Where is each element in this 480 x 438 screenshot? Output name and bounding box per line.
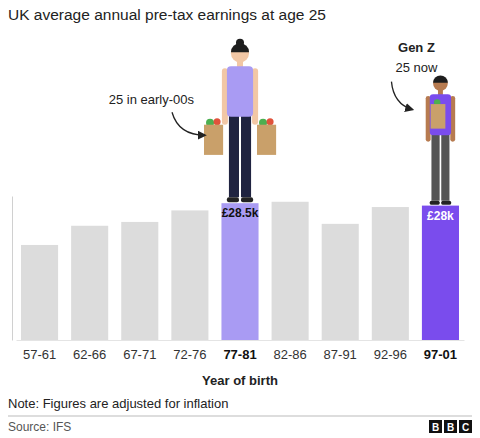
- x-tick: 77-81: [223, 347, 256, 362]
- note: Note: Figures are adjusted for inflation: [8, 396, 228, 411]
- x-tick: 82-86: [273, 347, 306, 362]
- x-tick: 97-01: [424, 347, 457, 362]
- data-labels: £28.5k £28k: [222, 206, 454, 222]
- data-label: £28k: [427, 209, 454, 223]
- person-part: [267, 118, 274, 125]
- person-part: [231, 44, 249, 62]
- person-part: [441, 201, 451, 205]
- bar: [422, 206, 459, 340]
- x-tick-label: 87-91: [324, 347, 357, 362]
- person-part: [241, 197, 253, 202]
- data-label: £28.5k: [222, 206, 259, 220]
- x-tick: 67-71: [123, 347, 156, 362]
- person-part: [241, 115, 251, 198]
- person-part: [430, 201, 440, 205]
- logo-letter: B: [447, 422, 454, 433]
- person-icon: [426, 75, 455, 204]
- logo-box: [444, 420, 457, 433]
- person-part: [257, 125, 276, 155]
- logo-letter: C: [462, 422, 469, 433]
- logo-box: [459, 420, 472, 433]
- person-icon: [204, 39, 276, 203]
- x-tick: 62-66: [73, 347, 106, 362]
- annotation-arrow: [391, 82, 412, 110]
- bar: [121, 222, 158, 340]
- bars: [21, 202, 459, 340]
- person-part: [430, 94, 451, 135]
- logo-box: [429, 420, 442, 433]
- x-tick-label: 57-61: [23, 347, 56, 362]
- logo: BBC: [429, 420, 472, 433]
- bar: [372, 207, 409, 340]
- x-tick-label: 97-01: [424, 347, 457, 362]
- person-part: [433, 76, 448, 91]
- y-axis: [12, 197, 13, 341]
- person-part: [214, 118, 221, 125]
- logo-text: BBC: [432, 422, 469, 433]
- annotation: 25 in early-00s: [109, 92, 195, 107]
- title: UK average annual pre-tax earnings at ag…: [8, 6, 326, 23]
- x-tick-label: 72-76: [173, 347, 206, 362]
- annotations: 25 in early-00s Gen Z 25 now: [109, 40, 438, 136]
- bar: [272, 202, 309, 340]
- annotation: 25 now: [395, 60, 438, 75]
- footer-rule: [8, 416, 472, 417]
- person-part: [431, 134, 439, 201]
- annotation-arrow: [172, 112, 205, 135]
- annotation: Gen Z: [398, 40, 435, 55]
- x-tick-label: 62-66: [73, 347, 106, 362]
- x-tick: 72-76: [173, 347, 206, 362]
- person-part: [229, 115, 239, 198]
- x-axis-line: [17, 340, 465, 341]
- logo-letter: B: [432, 422, 439, 433]
- x-tick: 92-96: [374, 347, 407, 362]
- chart: UK average annual pre-tax earnings at ag…: [0, 0, 480, 438]
- bar: [21, 245, 58, 340]
- bar: [221, 203, 258, 340]
- x-axis: 57-61 62-66 67-71 72-76 77-81 82-86 87-91 92-96…: [17, 341, 465, 363]
- person-part: [227, 66, 253, 116]
- person-part: [236, 39, 244, 47]
- figures: [204, 39, 455, 205]
- person-part: [227, 197, 239, 202]
- x-axis-title: Year of birth: [202, 373, 278, 388]
- person-part: [204, 125, 223, 155]
- bar: [71, 226, 108, 340]
- x-tick-label: 92-96: [374, 347, 407, 362]
- bar: [171, 210, 208, 340]
- person-part: [433, 75, 448, 82]
- x-tick-label: 67-71: [123, 347, 156, 362]
- person-part: [431, 104, 446, 129]
- x-tick: 87-91: [324, 347, 357, 362]
- person-part: [441, 134, 449, 201]
- source: Source: IFS: [8, 420, 71, 434]
- bar: [322, 224, 359, 340]
- x-tick-label: 77-81: [223, 347, 256, 362]
- y-axis-line: [12, 197, 13, 341]
- x-tick: 57-61: [23, 347, 56, 362]
- x-tick-label: 82-86: [273, 347, 306, 362]
